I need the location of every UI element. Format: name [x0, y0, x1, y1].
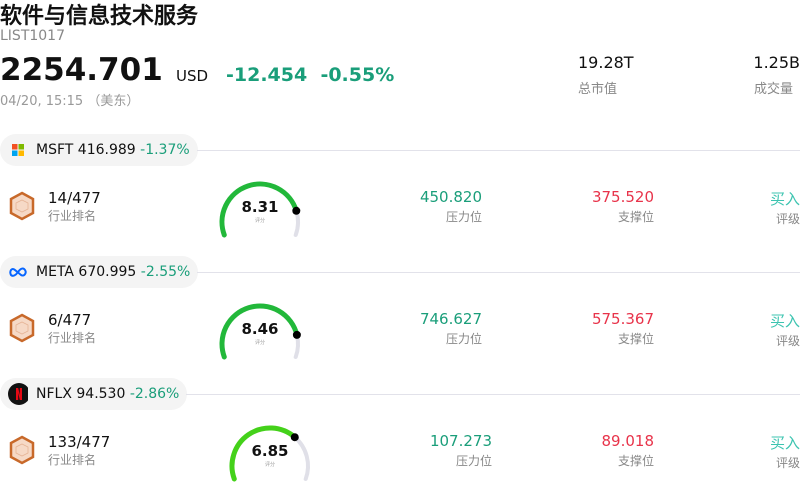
divider	[197, 272, 800, 273]
stock-chip[interactable]: MSFT 416.989 -1.37%	[0, 134, 198, 166]
radar-icon	[9, 435, 35, 465]
meta-logo	[8, 262, 28, 282]
microsoft-logo	[8, 140, 28, 160]
ticker: NFLX	[36, 386, 72, 402]
stock-chip[interactable]: NFLX 94.530 -2.86%	[0, 378, 188, 410]
industry-rank: 14/477	[48, 189, 101, 207]
stock-chip[interactable]: META 670.995 -2.55%	[0, 256, 199, 288]
gauge-track	[293, 208, 300, 237]
ticker: MSFT	[36, 142, 74, 158]
resistance-label: 压力位	[455, 454, 492, 468]
resistance-value: 746.627	[419, 310, 482, 328]
industry-rank: 6/477	[48, 311, 92, 329]
change-value: -12.454	[226, 64, 308, 86]
score-value: 8.31	[241, 198, 279, 216]
volume-label: 成交量	[754, 82, 794, 97]
gauge-marker	[292, 330, 301, 339]
resistance-value: 107.273	[429, 432, 492, 450]
support-value: 575.367	[591, 310, 654, 328]
industry-rank: 133/477	[48, 433, 111, 451]
rating-label: 评级	[775, 212, 800, 226]
support-value: 89.018	[601, 432, 655, 450]
industry-rank-label: 行业排名	[48, 209, 97, 223]
support-label: 支撑位	[617, 332, 654, 346]
rating-label: 评级	[775, 334, 800, 348]
support-label: 支撑位	[617, 454, 654, 468]
stock-price: 94.530	[76, 386, 126, 402]
score-value: 6.85	[251, 442, 289, 460]
radar-icon	[9, 191, 35, 221]
support-value: 375.520	[591, 188, 654, 206]
resistance-value: 450.820	[419, 188, 482, 206]
score-label: 评分	[254, 218, 265, 224]
index-price: 2254.701	[0, 52, 163, 88]
support-label: 支撑位	[617, 210, 654, 224]
gauge-track	[293, 332, 300, 359]
divider	[197, 150, 800, 151]
resistance-label: 压力位	[445, 332, 482, 346]
industry-rank-label: 行业排名	[48, 453, 97, 467]
rating-value[interactable]: 买入	[769, 312, 800, 330]
price-change: -12.454 -0.55%	[226, 64, 394, 86]
divider	[186, 394, 800, 395]
score-value: 8.46	[241, 320, 279, 338]
index-code: LIST1017	[0, 28, 65, 44]
volume: 1.25B	[753, 53, 800, 72]
score-label: 评分	[254, 340, 265, 346]
gauge-marker	[292, 206, 301, 215]
gauge-marker	[290, 433, 299, 442]
stock-change: -1.37%	[140, 142, 190, 158]
stock-price: 670.995	[78, 264, 137, 280]
resistance-label: 压力位	[445, 210, 482, 224]
market-cap: 19.28T	[578, 53, 634, 72]
rating-value[interactable]: 买入	[769, 434, 800, 452]
currency: USD	[176, 67, 209, 85]
stock-change: -2.55%	[140, 264, 191, 280]
rating-value[interactable]: 买入	[769, 190, 800, 208]
radar-icon	[9, 313, 35, 343]
market-cap-label: 总市值	[578, 82, 618, 97]
industry-rank-label: 行业排名	[48, 331, 97, 345]
timestamp: 04/20, 15:15 （美东）	[0, 94, 140, 109]
stock-price: 416.989	[77, 142, 136, 158]
page-title: 软件与信息技术服务	[0, 4, 199, 29]
netflix-logo	[8, 383, 28, 405]
change-pct: -0.55%	[320, 64, 395, 86]
stock-change: -2.86%	[129, 386, 180, 402]
ticker: META	[36, 264, 74, 280]
rating-label: 评级	[775, 456, 800, 470]
score-label: 评分	[264, 462, 275, 468]
